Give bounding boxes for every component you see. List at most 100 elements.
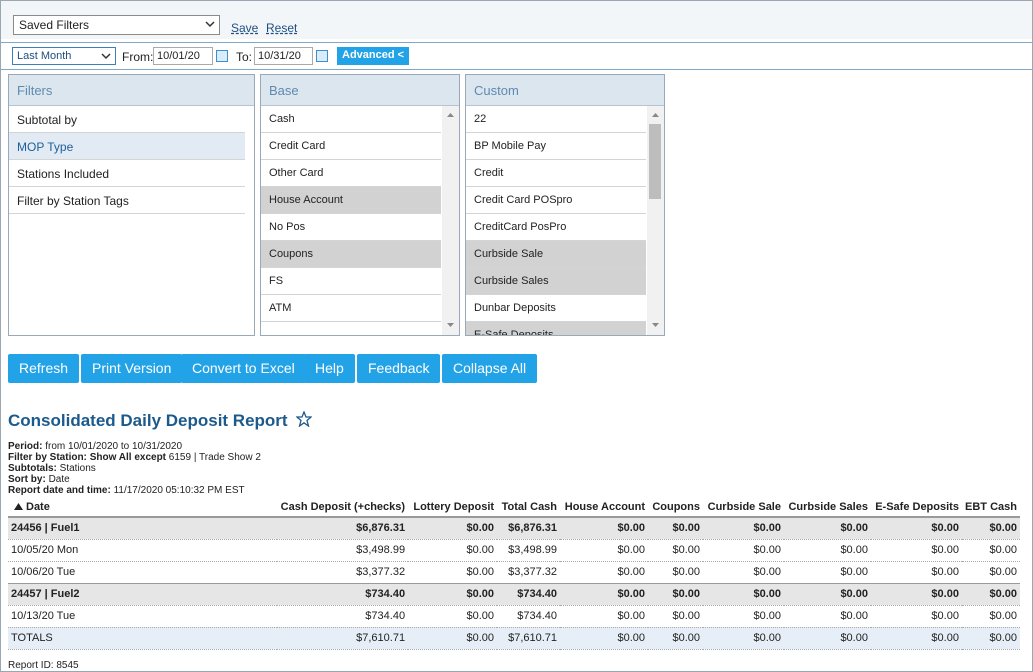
column-header[interactable]: House Account [560,498,649,518]
panel-item[interactable]: CreditCard PosPro [466,214,646,241]
meta-line: Subtotals: Stations [8,463,261,474]
panel-header: Filters [9,75,254,106]
period-select[interactable]: Last Month [12,47,116,65]
panel-header: Custom [466,75,664,106]
cell: $0.00 [648,539,703,562]
column-header[interactable]: Total Cash [497,498,561,518]
panel-item[interactable]: No Pos [261,214,441,241]
column-label: Curbside Sale [707,501,781,513]
panel-item[interactable]: Credit Card POSpro [466,187,646,214]
cell: $0.00 [408,582,498,606]
sort-arrow [14,503,23,510]
column-header[interactable]: Date [8,498,278,518]
cell: $3,377.32 [497,561,561,584]
column-header[interactable]: Cash Deposit (+checks) [277,498,409,518]
group-row: 24457 | Fuel2 $734.40 $0.00 $734.40 $0.00 $0.… [8,582,1020,606]
action-button[interactable]: Help [304,354,355,383]
panel-item[interactable]: Cash [261,106,441,133]
panel-item[interactable]: FS [261,268,441,295]
save-link[interactable]: Save [231,21,259,35]
filter-panel: Filters Subtotal by MOP Type Stations Inclu… [8,74,255,336]
panel-item[interactable]: BP Mobile Pay [466,133,646,160]
column-label: Cash Deposit (+checks) [280,501,406,513]
cell: $0.00 [408,627,498,650]
panel-item[interactable]: 22 [466,106,646,133]
panel-item[interactable]: Curbside Sales [466,268,646,295]
action-button[interactable]: Convert to Excel [181,354,306,383]
cell: $0.00 [703,516,784,540]
cell: $0.00 [560,627,649,650]
action-button[interactable]: Collapse All [442,354,538,383]
cell: $0.00 [648,605,703,628]
cell: $0.00 [870,516,962,540]
column-label: Coupons [652,501,700,513]
cell: $0.00 [560,605,649,628]
favorite-star[interactable] [295,410,314,428]
panel-item[interactable]: Stations Included [9,160,245,187]
reset-link[interactable]: Reset [266,21,298,35]
panel-item[interactable]: House Account [261,187,441,214]
panel-item[interactable]: Coupons [261,241,441,268]
cell: $6,876.31 [497,516,561,540]
group-row: 24456 | Fuel1 $6,876.31 $0.00 $6,876.31 $0.0… [8,516,1020,540]
calendar-icon[interactable] [316,50,328,62]
action-button[interactable]: Print Version [81,354,183,383]
advanced-button[interactable]: Advanced < [337,47,410,65]
meta-label: Filter by Station: [8,452,87,463]
cell: $0.00 [961,627,1020,650]
cell: $0.00 [783,582,871,606]
panel-item[interactable]: MOP Type [9,133,245,160]
panel-item[interactable]: E-Safe Deposits [466,322,646,335]
calendar-icon[interactable] [216,50,228,62]
meta-value: 6159 | Trade Show 2 [168,452,261,463]
panel-item[interactable]: Subtotal by [9,106,245,133]
cell: $0.00 [870,582,962,606]
saved-filters-select[interactable]: Saved Filters [13,15,220,35]
action-button[interactable]: Refresh [8,354,80,383]
cell: $0.00 [870,539,962,562]
title-text: Consolidated Daily Deposit Report [8,411,288,430]
column-header[interactable]: Coupons [648,498,703,518]
cell: $0.00 [648,627,703,650]
column-label: Curbside Sales [788,501,868,513]
column-header[interactable]: Curbside Sale [703,498,784,518]
panel-item[interactable]: Filter by Station Tags [9,187,245,214]
scrollbar [647,106,664,335]
meta-label: Period: [8,441,43,452]
column-header[interactable]: E-Safe Deposits [870,498,962,518]
column-header[interactable]: EBT Cash [961,498,1020,518]
action-button[interactable]: Feedback [357,354,441,383]
panel-item[interactable]: Dunbar Deposits [466,295,646,322]
cell: $6,876.31 [277,516,409,540]
scroll-thumb[interactable] [649,124,661,199]
cell: $0.00 [648,582,703,606]
cell: $0.00 [703,561,784,584]
panel-item[interactable]: Credit Card [261,133,441,160]
from-input[interactable]: 10/01/20 [153,47,213,65]
panel-item[interactable]: Curbside Sale [466,241,646,268]
cell: $0.00 [560,516,649,540]
panel-item[interactable]: Other Card [261,160,441,187]
column-header[interactable]: Curbside Sales [783,498,871,518]
cell: $0.00 [560,539,649,562]
cell: $0.00 [783,627,871,650]
to-input[interactable]: 10/31/20 [254,47,313,65]
meta-value: from 10/01/2020 to 10/31/2020 [45,441,183,452]
cell: $0.00 [408,539,498,562]
scroll-arrows[interactable] [647,106,664,334]
cell: $0.00 [961,516,1020,540]
panel-item[interactable]: Credit [466,160,646,187]
column-header[interactable]: Lottery Deposit [408,498,498,518]
cell: 10/06/20 Tue [8,561,278,584]
scroll-arrows[interactable] [442,106,459,334]
panel-header: Base [261,75,459,106]
cell: $0.00 [961,561,1020,584]
saved-filter-bar: Saved Filters Save Reset [1,1,1032,39]
cell: $0.00 [870,561,962,584]
meta-label: Sort by: [8,474,46,485]
panel-item[interactable]: ATM [261,295,441,322]
cell: $0.00 [703,582,784,606]
cell: $0.00 [703,605,784,628]
